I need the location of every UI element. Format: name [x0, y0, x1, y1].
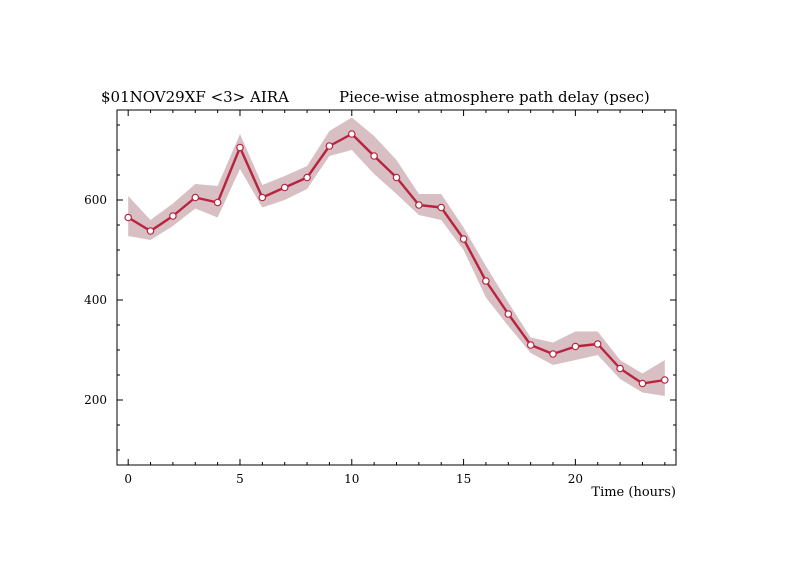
data-point — [459, 235, 468, 243]
x-tick-label: 0 — [124, 472, 132, 486]
data-point — [169, 212, 177, 220]
data-point — [616, 364, 624, 373]
x-axis-label: Time (hours) — [591, 485, 676, 500]
data-point — [124, 213, 133, 222]
data-point — [325, 142, 334, 150]
x-tick-label: 20 — [568, 472, 583, 486]
data-point — [392, 173, 401, 182]
data-point — [191, 193, 200, 202]
data-point — [236, 143, 244, 152]
data-point — [571, 342, 580, 351]
data-point — [549, 350, 557, 358]
data-point-layer — [124, 130, 669, 388]
uncertainty-band — [128, 117, 665, 396]
data-point — [660, 376, 669, 384]
x-tick-label: 15 — [456, 472, 471, 486]
data-point — [370, 152, 378, 160]
chart-title-right: Piece-wise atmosphere path delay (psec) — [339, 88, 650, 106]
chart-title-left: $01NOV29XF <3> AIRA — [101, 88, 289, 106]
x-tick-label: 10 — [344, 472, 359, 486]
data-point — [437, 203, 446, 212]
data-point — [303, 173, 311, 182]
uncertainty-band-layer — [128, 117, 665, 396]
data-point — [415, 201, 423, 209]
data-point — [638, 379, 647, 388]
data-point — [213, 198, 222, 207]
data-point — [504, 310, 513, 318]
y-tick-label: 600 — [84, 193, 107, 207]
data-point — [258, 193, 267, 202]
data-point — [146, 227, 155, 235]
axis-ticks — [117, 110, 676, 465]
data-point — [593, 340, 602, 348]
data-point — [347, 130, 356, 138]
data-point — [482, 277, 490, 285]
data-point — [280, 183, 289, 192]
data-point — [526, 341, 535, 349]
y-tick-label: 400 — [84, 293, 107, 307]
x-tick-label: 5 — [236, 472, 244, 486]
axis-tick-labels: 0 5 10 15 20 200 400 600 — [84, 193, 583, 486]
y-tick-label: 200 — [84, 393, 107, 407]
